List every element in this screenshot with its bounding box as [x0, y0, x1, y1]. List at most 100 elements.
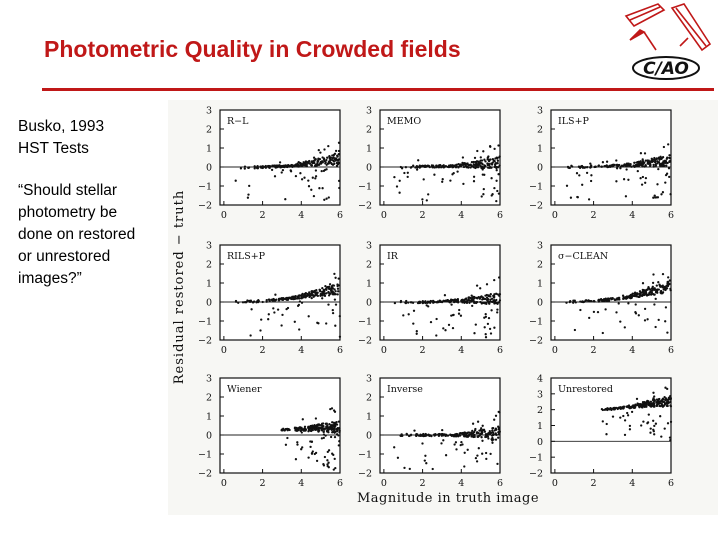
data-point: [322, 436, 325, 440]
figure-canvas: Residual restored − truth Magnitude in t…: [168, 100, 718, 515]
scatter-panel: −2 −1 0 1 2 3 0 2 4 6 R−L: [198, 106, 343, 222]
y-tick-label: −1: [358, 317, 372, 328]
y-tick-label: 0: [206, 163, 212, 174]
data-point: [321, 287, 324, 290]
data-point: [298, 297, 301, 300]
data-point: [665, 401, 668, 404]
y-tick-label: 1: [366, 412, 372, 423]
data-point: [463, 451, 466, 454]
data-point: [493, 299, 496, 303]
data-point: [581, 300, 584, 303]
data-point: [286, 436, 289, 440]
data-point: [659, 415, 662, 418]
y-tick-label: 2: [537, 125, 543, 136]
data-point: [333, 457, 336, 461]
data-point: [615, 180, 618, 183]
data-point: [662, 145, 666, 149]
data-point: [642, 293, 645, 297]
data-point: [498, 299, 502, 302]
data-point: [318, 429, 321, 432]
data-point: [450, 314, 453, 317]
data-point: [338, 440, 341, 443]
y-tick-label: 3: [206, 106, 212, 117]
data-point: [300, 301, 304, 304]
data-point: [469, 433, 473, 436]
data-point: [454, 434, 457, 438]
data-point: [605, 299, 609, 302]
panel-label: R−L: [227, 116, 249, 127]
data-point: [651, 158, 654, 161]
data-point: [406, 171, 409, 174]
data-point: [498, 164, 501, 167]
data-point: [626, 405, 630, 409]
data-point: [435, 334, 438, 337]
data-point: [668, 160, 671, 164]
data-point: [437, 165, 440, 168]
data-point: [317, 157, 320, 160]
data-point: [300, 448, 303, 451]
data-point: [666, 331, 669, 334]
data-point: [657, 288, 660, 291]
scatter-panel: −2 −1 0 1 2 3 0 2 4 6 Wiener: [198, 374, 343, 490]
data-point: [333, 410, 337, 413]
data-point: [495, 179, 498, 182]
data-point: [335, 423, 339, 426]
data-point: [474, 456, 478, 460]
data-point: [662, 398, 665, 401]
data-point: [337, 420, 341, 423]
data-point: [463, 435, 466, 438]
y-tick-label: 0: [537, 298, 543, 309]
data-point: [633, 291, 637, 294]
data-point: [496, 311, 499, 314]
data-point: [459, 314, 463, 317]
data-point: [669, 439, 672, 442]
data-point: [470, 294, 473, 297]
y-tick-label: 3: [537, 241, 543, 252]
data-point: [462, 300, 466, 303]
question-line: or unrestored: [18, 248, 111, 265]
data-point: [667, 276, 670, 279]
y-tick-label: −2: [198, 469, 212, 480]
data-point: [314, 169, 318, 172]
data-point: [463, 465, 466, 468]
data-point: [442, 439, 445, 442]
data-point: [486, 432, 490, 436]
data-point: [492, 159, 495, 162]
data-point: [662, 400, 666, 404]
data-point: [467, 296, 470, 299]
data-point: [299, 429, 302, 432]
data-point: [482, 150, 485, 153]
data-point: [481, 429, 484, 432]
data-point: [274, 293, 277, 296]
data-point: [657, 167, 660, 171]
data-point: [320, 169, 323, 173]
x-tick-label: 4: [458, 345, 464, 356]
data-point: [625, 168, 628, 171]
data-point: [237, 301, 240, 304]
data-point: [310, 296, 313, 300]
data-point: [669, 396, 672, 400]
data-point: [489, 332, 493, 335]
x-tick-label: 4: [458, 210, 464, 221]
data-point: [331, 311, 335, 315]
data-point: [476, 149, 479, 153]
data-point: [484, 160, 487, 163]
data-point: [336, 293, 339, 296]
data-point: [492, 426, 495, 430]
data-point: [572, 301, 575, 304]
data-point: [462, 163, 465, 166]
data-point: [478, 297, 482, 300]
data-point: [474, 166, 477, 170]
data-point: [497, 425, 500, 428]
data-point: [636, 161, 639, 164]
data-point: [491, 300, 494, 304]
data-point: [589, 162, 592, 165]
data-point: [657, 281, 660, 284]
data-point: [315, 289, 318, 292]
y-tick-label: −1: [529, 182, 543, 193]
data-point: [641, 158, 644, 161]
data-point: [472, 175, 476, 178]
data-point: [493, 147, 496, 151]
data-point: [652, 391, 655, 394]
data-point: [662, 161, 666, 165]
